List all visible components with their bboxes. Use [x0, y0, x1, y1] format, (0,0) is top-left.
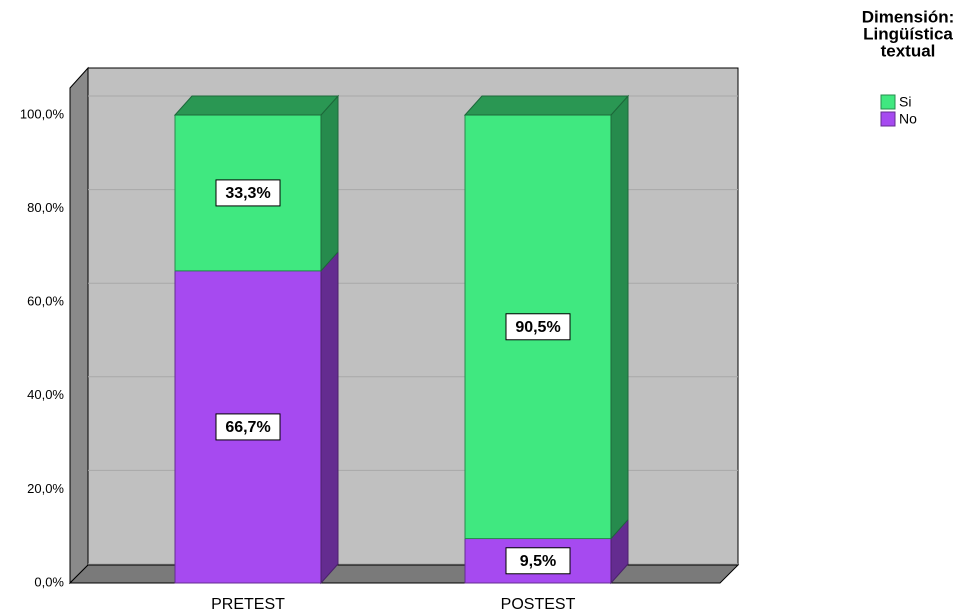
legend-label: Si [899, 94, 911, 110]
legend-label: No [899, 111, 917, 127]
data-label: 9,5% [520, 553, 556, 570]
bar-side [320, 94, 339, 273]
y-tick-label: 40,0% [27, 387, 64, 402]
data-label: 66,7% [225, 419, 270, 436]
legend-title: Lingüística [863, 24, 953, 43]
y-tick-label: 100,0% [20, 106, 65, 121]
left-wall [69, 66, 89, 585]
data-label: 90,5% [515, 319, 560, 336]
y-tick-label: 60,0% [27, 294, 64, 309]
bar-side [610, 94, 629, 540]
bar-top [173, 95, 340, 116]
data-label: 33,3% [225, 185, 270, 202]
bar-side [320, 250, 339, 585]
x-tick-label: POSTEST [501, 596, 576, 613]
data-label-box [505, 547, 571, 575]
legend-title: textual [881, 41, 936, 60]
y-tick-label: 0,0% [34, 574, 64, 589]
legend-title: Dimensión: [862, 7, 955, 26]
floor [68, 564, 740, 584]
data-label-box [505, 313, 571, 341]
bar-top [463, 95, 630, 116]
data-label-box [215, 413, 281, 441]
x-tick-label: PRETEST [211, 596, 285, 613]
legend-swatch [880, 111, 896, 127]
data-label-box [215, 179, 281, 207]
y-tick-label: 80,0% [27, 200, 64, 215]
legend-swatch [880, 94, 896, 110]
y-tick-label: 20,0% [27, 481, 64, 496]
